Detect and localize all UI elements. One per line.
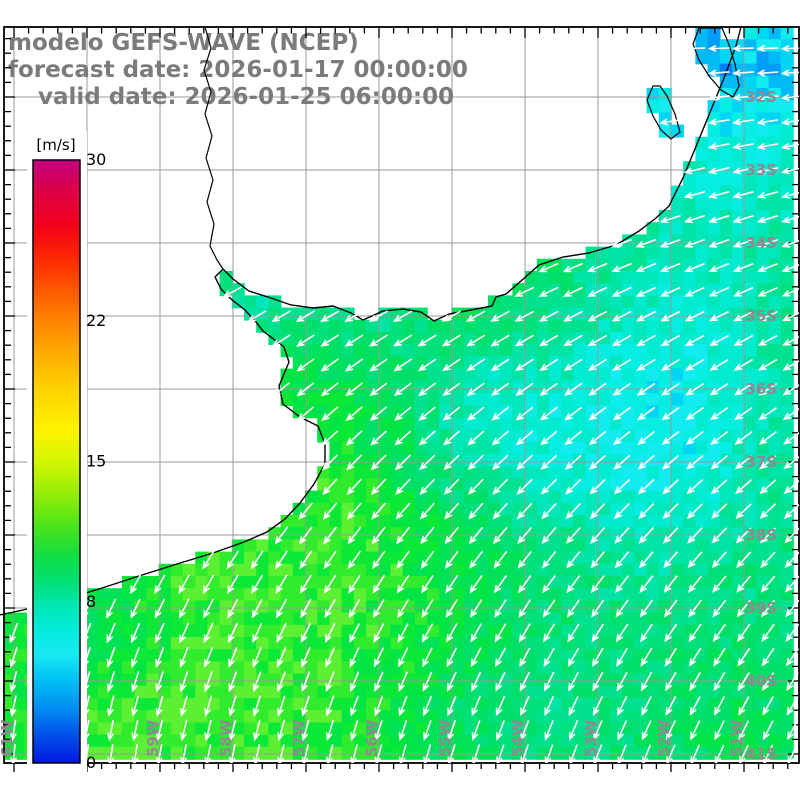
- valid-date-label: valid date: 2026-01-25 06:00:00: [38, 84, 454, 110]
- colorbar-tick-label: 22: [86, 311, 106, 330]
- lagoon-outline: [646, 85, 681, 140]
- lon-label: 61W: [0, 719, 16, 757]
- lat-label: 34S: [745, 234, 777, 252]
- model-title: modelo GEFS-WAVE (NCEP): [8, 30, 359, 56]
- coastline: [0, 26, 742, 616]
- lat-label: 41S: [745, 745, 777, 763]
- lat-label: 36S: [745, 380, 777, 398]
- lon-label: 58W: [217, 719, 235, 757]
- lagoon-outline: [692, 27, 740, 98]
- forecast-date-label: forecast date: 2026-01-17 00:00:00: [8, 57, 468, 83]
- lon-label: 57W: [290, 719, 308, 757]
- colorbar-tick-label: 30: [86, 150, 106, 169]
- colorbar-tick-label: 15: [86, 452, 106, 471]
- colorbar-tick-label: 0: [86, 753, 96, 772]
- lat-label: 37S: [745, 453, 777, 471]
- lat-label: 32S: [745, 88, 777, 106]
- river-line: [203, 26, 224, 270]
- lon-label: 54W: [509, 719, 527, 757]
- lat-label: 33S: [745, 161, 777, 179]
- colorbar-tick-labels: 30 22 15 8 0: [86, 150, 106, 772]
- lon-label: 53W: [582, 719, 600, 757]
- lat-label: 35S: [745, 307, 777, 325]
- lon-label: 52W: [655, 719, 673, 757]
- lon-label: 56W: [363, 719, 381, 757]
- lon-label: 55W: [436, 719, 454, 757]
- lon-label: 51W: [728, 719, 746, 757]
- title-block: modelo GEFS-WAVE (NCEP) forecast date: 2…: [8, 30, 468, 110]
- lon-label: 59W: [144, 719, 162, 757]
- colorbar-unit-label: [m/s]: [36, 136, 75, 154]
- wind-arrows-layer: [9, 44, 799, 763]
- wind-speed-field: [4, 27, 794, 760]
- colorbar: [m/s] 30 22 15 8 0: [27, 131, 106, 772]
- lat-label: 40S: [745, 672, 777, 690]
- coastline-layer: [0, 26, 742, 616]
- lat-label: 39S: [745, 599, 777, 617]
- lat-label: 38S: [745, 526, 777, 544]
- colorbar-tick-label: 8: [86, 592, 96, 611]
- colorbar-gradient-bar: [32, 159, 81, 764]
